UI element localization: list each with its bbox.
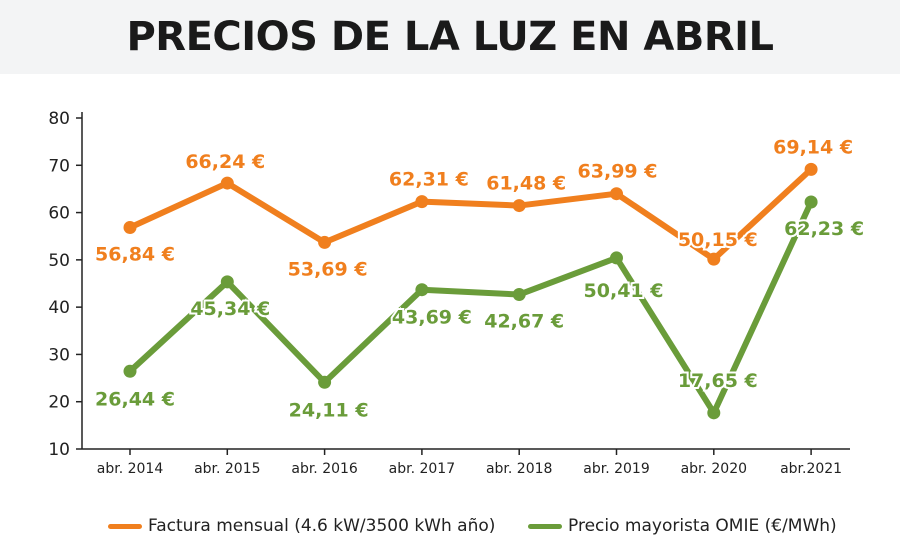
x-tick-label: abr. 2015 (194, 461, 260, 477)
data-point (804, 195, 818, 209)
y-tick-label: 60 (48, 204, 70, 224)
series-line-factura (127, 166, 815, 263)
data-point (123, 364, 137, 378)
data-label: 61,48 € (486, 173, 566, 195)
data-label: 45,34 € (190, 298, 270, 320)
data-point (610, 251, 623, 265)
data-point (318, 235, 332, 249)
y-tick-label: 40 (48, 298, 70, 318)
x-tick-label: abr. 2017 (389, 461, 455, 477)
data-label: 56,84 € (95, 244, 175, 266)
data-point (220, 176, 234, 190)
data-point (318, 375, 332, 389)
legend-label-factura: Factura mensual (4.6 kW/3500 kWh año) (148, 516, 496, 536)
data-label: 53,69 € (288, 258, 368, 280)
data-label: 50,41 € (584, 280, 664, 302)
data-point (415, 283, 429, 297)
x-tick-label: abr. 2019 (583, 461, 649, 477)
data-label: 24,11 € (289, 399, 369, 421)
data-point (707, 406, 721, 420)
data-point (610, 187, 623, 201)
data-label: 26,44 € (95, 388, 175, 410)
data-point (220, 275, 234, 289)
data-point (415, 195, 429, 209)
x-tick-label: abr. 2018 (486, 461, 552, 477)
data-label: 62,23 € (784, 218, 864, 240)
y-tick-label: 80 (48, 109, 70, 129)
data-label: 63,99 € (578, 161, 658, 183)
x-tick-label: abr. 2014 (97, 461, 164, 477)
x-tick-label: abr.2021 (780, 461, 842, 477)
legend-swatch-omie (528, 523, 562, 529)
data-label: 66,24 € (185, 151, 265, 173)
series-line-omie (127, 199, 815, 416)
data-point (707, 252, 721, 266)
title-band: PRECIOS DE LA LUZ EN ABRIL (0, 0, 900, 74)
data-label: 50,15 € (678, 229, 758, 251)
legend-item-factura: Factura mensual (4.6 kW/3500 kWh año) (108, 516, 495, 536)
y-tick-label: 50 (48, 251, 70, 271)
legend: Factura mensual (4.6 kW/3500 kWh año) Pr… (0, 516, 900, 546)
data-point (123, 221, 137, 235)
y-tick-label: 10 (48, 440, 70, 460)
y-tick-label: 70 (48, 156, 70, 176)
x-tick-label: abr. 2020 (681, 461, 747, 477)
data-point (804, 162, 818, 176)
line-chart: 10 20 30 40 50 60 70 80 abr. 2014 abr. 2015 abr. 2… (48, 109, 866, 477)
data-point (512, 288, 526, 302)
chart-title: PRECIOS DE LA LUZ EN ABRIL (126, 14, 774, 60)
x-tick-label: abr. 2016 (291, 461, 358, 477)
data-label: 43,69 € (392, 307, 472, 329)
y-tick-label: 20 (48, 393, 70, 413)
data-label: 62,31 € (389, 169, 469, 191)
legend-item-omie: Precio mayorista OMIE (€/MWh) (528, 516, 837, 536)
data-label: 42,67 € (484, 311, 564, 333)
legend-label-omie: Precio mayorista OMIE (€/MWh) (568, 516, 837, 536)
data-label: 69,14 € (773, 136, 853, 158)
legend-swatch-factura (108, 523, 142, 529)
y-tick-label: 30 (48, 345, 70, 365)
data-label: 17,65 € (678, 370, 758, 392)
data-point (512, 199, 526, 213)
